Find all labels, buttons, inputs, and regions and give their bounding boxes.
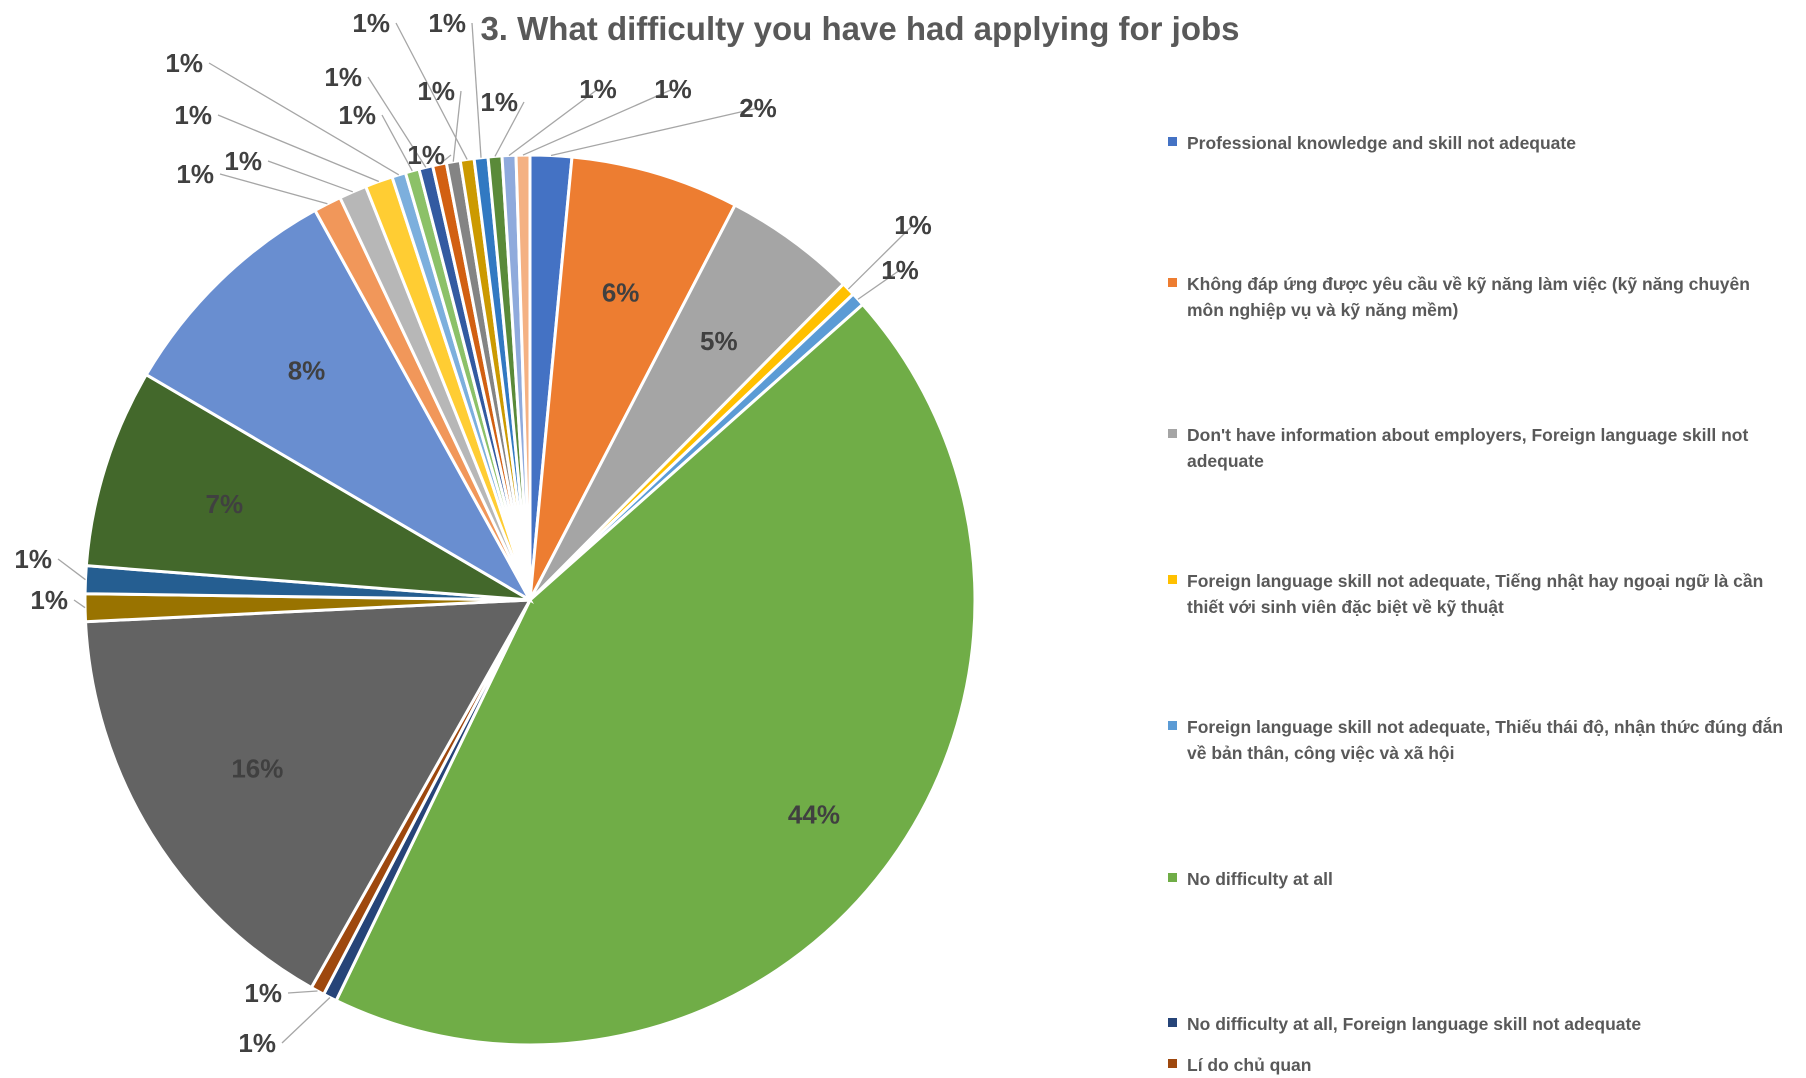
legend-swatch xyxy=(1168,1018,1177,1027)
slice-percent-label-13: 8% xyxy=(288,355,326,385)
slice-percent-label-8: 1% xyxy=(244,978,282,1008)
slice-percent-label-6: 44% xyxy=(788,800,840,830)
pie-slice-12 xyxy=(84,372,531,602)
legend-swatch xyxy=(1168,721,1177,730)
legend-item-6: No difficulty at all xyxy=(1168,866,1788,892)
slice-percent-label-24: 1% xyxy=(480,87,518,117)
slice-percent-label-19: 1% xyxy=(324,62,362,92)
leader-line-8 xyxy=(287,990,318,994)
legend-label: Lí do chủ quan xyxy=(1187,1055,1312,1075)
leader-line-5 xyxy=(857,269,901,300)
slice-percent-label-14: 1% xyxy=(176,159,214,189)
legend-item-2: Không đáp ứng được yêu cầu về kỹ năng là… xyxy=(1168,271,1788,323)
legend-item-1: Professional knowledge and skill not ade… xyxy=(1168,130,1788,156)
leader-line-23 xyxy=(471,22,482,158)
chart-title: 3. What difficulty you have had applying… xyxy=(480,10,1239,47)
leader-line-15 xyxy=(267,160,353,193)
slice-percent-label-9: 16% xyxy=(231,753,283,783)
legend-swatch xyxy=(1168,429,1177,438)
legend-item-5: Foreign language skill not adequate, Thi… xyxy=(1168,714,1788,766)
leader-line-18 xyxy=(381,114,413,172)
slice-percent-label-22: 1% xyxy=(352,8,390,38)
slice-percent-label-3: 5% xyxy=(700,326,738,356)
leader-line-14 xyxy=(219,173,328,205)
slice-percent-label-18: 1% xyxy=(338,100,376,130)
slice-percent-label-2: 6% xyxy=(602,278,640,308)
slice-percent-label-17: 1% xyxy=(165,48,203,78)
pie-slices xyxy=(83,153,977,1047)
pie-slice-26 xyxy=(514,153,532,601)
legend-swatch xyxy=(1168,575,1177,584)
leader-line-21 xyxy=(452,90,462,162)
leader-line-24 xyxy=(494,101,525,157)
slice-percent-label-4: 1% xyxy=(894,210,932,240)
leader-line-26 xyxy=(522,88,674,156)
slice-percent-label-15: 1% xyxy=(224,146,262,176)
pie-slice-2 xyxy=(528,155,738,601)
legend-label: No difficulty at all, Foreign language s… xyxy=(1187,1014,1642,1034)
slice-percent-label-16: 1% xyxy=(174,100,212,130)
pie-slice-6 xyxy=(334,302,977,1047)
slice-percent-label-10: 1% xyxy=(30,585,68,615)
legend-item-7: No difficulty at all, Foreign language s… xyxy=(1168,1011,1788,1037)
legend-swatch xyxy=(1168,278,1177,287)
pie-slice-9 xyxy=(83,598,533,990)
legend-label: Don't have information about employers, … xyxy=(1187,425,1749,471)
legend-label: Không đáp ứng được yêu cầu về kỹ năng là… xyxy=(1187,274,1750,320)
leader-line-25 xyxy=(508,88,599,157)
leader-lines xyxy=(57,22,914,1044)
legend-item-3: Don't have information about employers, … xyxy=(1168,422,1788,474)
slice-percent-label-5: 1% xyxy=(881,255,919,285)
leader-line-4 xyxy=(847,224,914,290)
slice-percent-label-7: 1% xyxy=(238,1028,276,1058)
leader-line-16 xyxy=(217,114,380,183)
leader-line-17 xyxy=(208,62,400,176)
leader-line-1 xyxy=(550,107,759,157)
pie-slice-13 xyxy=(144,208,534,605)
leader-line-20 xyxy=(439,154,452,165)
legend-item-8: Lí do chủ quan xyxy=(1168,1052,1788,1078)
leader-line-22 xyxy=(395,22,468,160)
leader-line-10 xyxy=(73,599,86,609)
legend-swatch xyxy=(1168,873,1177,882)
slice-percent-label-25: 1% xyxy=(579,74,617,104)
slice-percent-label-23: 1% xyxy=(428,8,466,38)
legend-label: No difficulty at all xyxy=(1187,869,1333,889)
slice-percent-label-21: 1% xyxy=(417,76,455,106)
legend-label: Professional knowledge and skill not ade… xyxy=(1187,133,1576,153)
legend-label: Foreign language skill not adequate, Thi… xyxy=(1187,717,1784,763)
legend-swatch xyxy=(1168,137,1177,146)
slice-percent-label-12: 7% xyxy=(206,489,244,519)
legend-swatch xyxy=(1168,1059,1177,1068)
leader-line-11 xyxy=(57,558,86,581)
slice-percent-label-26: 1% xyxy=(654,74,692,104)
percentage-labels: 2% 6% 5% 1% 1% 44% 1% 1% 16% 1% 1% 7% 8% 1% 1% 1% 1% 1% 1%… xyxy=(14,8,931,1058)
slice-percent-label-1: 2% xyxy=(739,93,777,123)
slice-percent-label-20: 1% xyxy=(407,140,445,170)
legend-item-4: Foreign language skill not adequate, Tiế… xyxy=(1168,568,1788,620)
slice-percent-label-11: 1% xyxy=(14,544,52,574)
legend-label: Foreign language skill not adequate, Tiế… xyxy=(1187,571,1764,617)
leader-line-7 xyxy=(281,997,331,1044)
leader-line-19 xyxy=(367,76,427,168)
